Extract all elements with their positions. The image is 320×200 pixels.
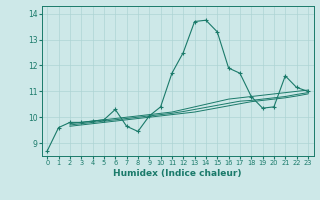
X-axis label: Humidex (Indice chaleur): Humidex (Indice chaleur) [113,169,242,178]
